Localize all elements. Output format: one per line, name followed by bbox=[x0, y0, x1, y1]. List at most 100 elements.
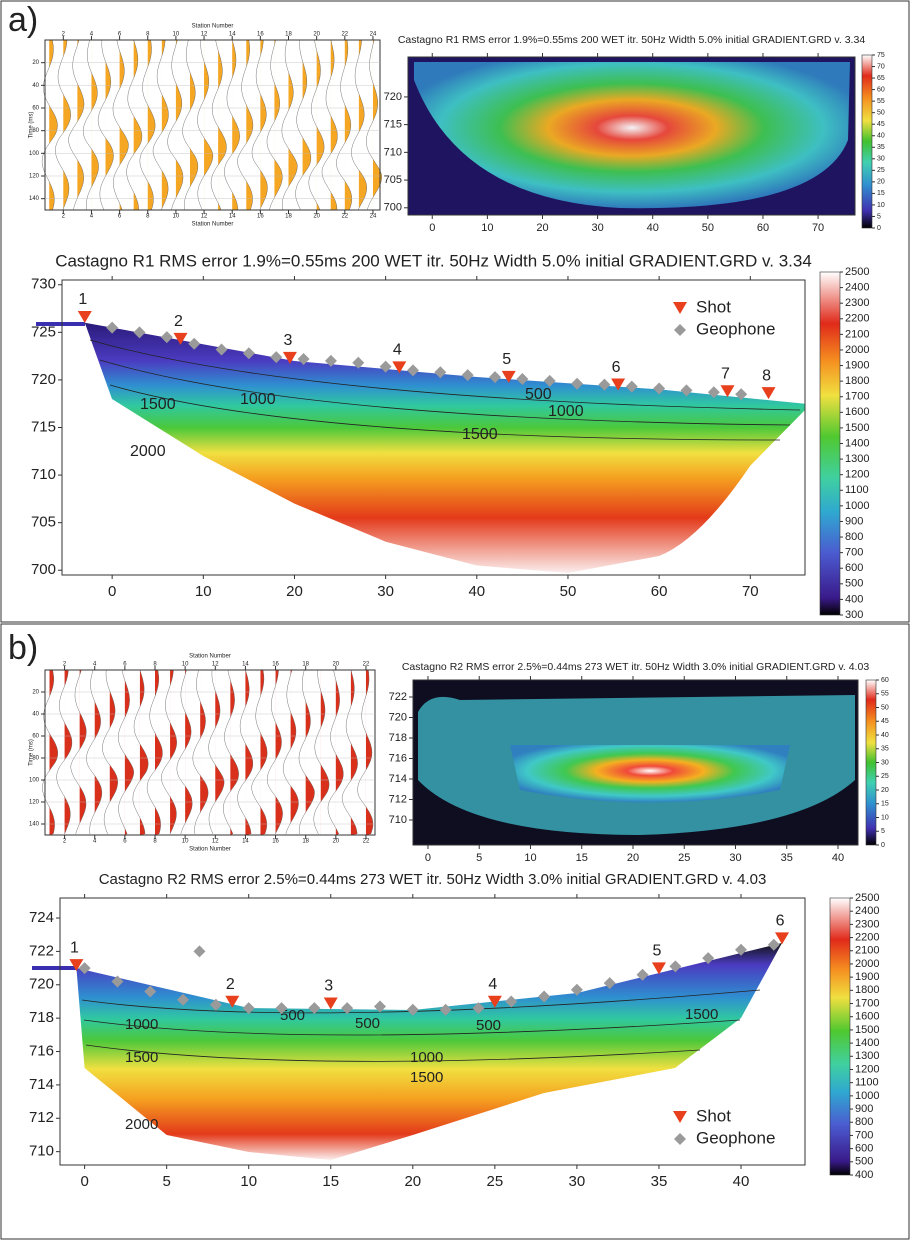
trace bbox=[357, 669, 374, 835]
contour-label: 1500 bbox=[410, 1069, 443, 1086]
x-tick-label: 16 bbox=[272, 839, 279, 845]
x-tick-label: 40 bbox=[647, 222, 659, 234]
y-tick-label: 80 bbox=[32, 756, 39, 762]
x-tick-label: 30 bbox=[591, 222, 603, 234]
trace bbox=[176, 669, 193, 835]
geophone-marker bbox=[516, 372, 529, 385]
colorbar-tick-label: 2100 bbox=[845, 328, 869, 340]
geophone-marker bbox=[373, 1000, 386, 1013]
y-tick-label: 718 bbox=[389, 732, 407, 744]
shot-label: 2 bbox=[226, 976, 235, 993]
plot-frame bbox=[412, 679, 859, 846]
colorbar-tick-label: 10 bbox=[881, 814, 889, 821]
geophone-marker bbox=[209, 998, 222, 1011]
geophone-marker bbox=[669, 960, 682, 973]
trace-fill bbox=[260, 670, 268, 835]
colorbar-tick-label: 1700 bbox=[855, 997, 879, 1009]
contour-label: 1000 bbox=[240, 391, 276, 408]
trace-fill bbox=[274, 40, 283, 210]
x-tick-label: 18 bbox=[285, 32, 292, 38]
colorbar-tick-label: 900 bbox=[855, 1103, 873, 1115]
colorbar-tick-label: 5 bbox=[877, 213, 881, 220]
contour-label: 1000 bbox=[125, 1016, 158, 1033]
x-tick-label: 20 bbox=[313, 32, 320, 38]
colorbar-tick-label: 2200 bbox=[845, 313, 869, 325]
colorbar-tick-label: 2400 bbox=[855, 905, 879, 917]
trace-fill bbox=[358, 40, 367, 210]
panel-frame bbox=[0, 623, 910, 1240]
trace bbox=[308, 39, 325, 211]
colorbar-tick-label: 800 bbox=[845, 531, 863, 543]
trace-fill bbox=[365, 670, 373, 835]
trace-fill bbox=[139, 670, 149, 835]
trace bbox=[161, 669, 177, 835]
contour-label: 500 bbox=[476, 1017, 501, 1034]
colorbar-tick-label: 35 bbox=[877, 144, 885, 151]
x-tick-label: 25 bbox=[487, 1173, 504, 1190]
x-tick-label: 2 bbox=[62, 214, 66, 220]
x-tick-label: 5 bbox=[162, 1173, 170, 1190]
chart-title: Castagno R1 RMS error 1.9%=0.55ms 200 WE… bbox=[55, 251, 812, 270]
colorbar-tick-label: 15 bbox=[877, 190, 885, 197]
trace bbox=[42, 669, 58, 835]
colorbar-tick-label: 45 bbox=[877, 121, 885, 128]
trace-fill bbox=[230, 670, 239, 835]
trace bbox=[197, 39, 214, 211]
trace bbox=[112, 39, 129, 211]
y-tick-label: 700 bbox=[384, 202, 402, 214]
x-axis-label: Station Number bbox=[189, 654, 231, 660]
y-tick-label: 60 bbox=[32, 734, 39, 740]
shot-label: 6 bbox=[776, 913, 785, 930]
colorbar-tick-label: 2000 bbox=[845, 344, 869, 356]
x-tick-label: 6 bbox=[123, 662, 127, 668]
trace bbox=[182, 39, 199, 211]
legend-marker bbox=[674, 1133, 686, 1145]
trace-fill bbox=[215, 670, 225, 835]
colorbar-tick-label: 2500 bbox=[845, 266, 869, 278]
trace bbox=[366, 39, 382, 211]
trace-fill bbox=[63, 40, 71, 210]
plot-frame bbox=[407, 56, 856, 216]
colorbar bbox=[861, 54, 873, 229]
colorbar-tick-label: 45 bbox=[881, 718, 889, 725]
x-tick-label: 10 bbox=[240, 1173, 257, 1190]
colorbar-tick-label: 1200 bbox=[845, 469, 869, 481]
x-tick-label: 20 bbox=[536, 222, 548, 234]
trace bbox=[132, 669, 149, 835]
shot-label: 1 bbox=[78, 291, 87, 308]
panel-label: a) bbox=[8, 1, 38, 39]
trace-fill bbox=[290, 670, 299, 835]
geophone-marker bbox=[106, 321, 119, 334]
trace-fill bbox=[64, 670, 72, 835]
x-tick-label: 30 bbox=[569, 1173, 586, 1190]
geophone-marker bbox=[111, 975, 124, 988]
geophone-marker bbox=[406, 364, 419, 377]
contour-label: 1500 bbox=[462, 426, 498, 443]
x-tick-label: 6 bbox=[118, 214, 122, 220]
shot-label: 8 bbox=[762, 367, 771, 384]
x-tick-label: 20 bbox=[313, 214, 320, 220]
trace-fill bbox=[316, 40, 325, 210]
colorbar-tick-label: 300 bbox=[845, 609, 863, 621]
trace bbox=[237, 669, 253, 835]
y-tick-label: 40 bbox=[32, 712, 39, 718]
contour-line bbox=[81, 989, 761, 1062]
colorbar-tick-label: 40 bbox=[877, 133, 885, 140]
colorbar-tick-label: 30 bbox=[881, 759, 889, 766]
x-axis-label: Station Number bbox=[192, 222, 234, 228]
contour-label: 500 bbox=[525, 386, 552, 403]
legend-label: Geophone bbox=[696, 1128, 775, 1147]
trace-fill bbox=[133, 40, 142, 210]
coverage-area bbox=[510, 745, 790, 803]
colorbar-tick-label: 1800 bbox=[855, 984, 879, 996]
y-tick-label: 120 bbox=[29, 174, 40, 180]
shot-marker bbox=[282, 351, 297, 364]
x-tick-label: 16 bbox=[257, 214, 264, 220]
colorbar-tick-label: 1000 bbox=[845, 500, 869, 512]
contour-label: 1500 bbox=[140, 396, 176, 413]
x-tick-label: 14 bbox=[229, 32, 236, 38]
shot-marker bbox=[225, 995, 240, 1008]
trace bbox=[281, 39, 298, 211]
trace bbox=[223, 669, 239, 835]
